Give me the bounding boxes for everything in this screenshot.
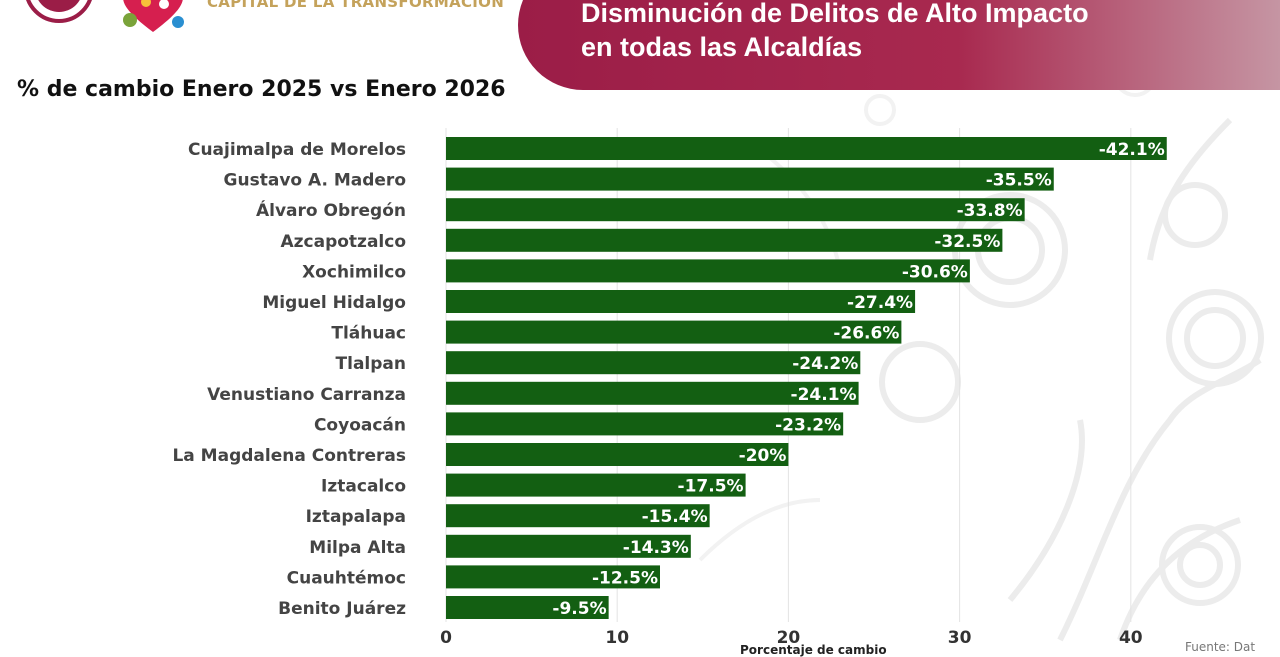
x-tick-label: 30 xyxy=(948,628,972,648)
bar xyxy=(446,137,1167,160)
source-note: Fuente: Dat xyxy=(1185,640,1256,654)
bar xyxy=(446,228,1003,252)
bar xyxy=(446,259,970,283)
category-label: Cuauhtémoc xyxy=(287,568,406,588)
category-label: Coyoacán xyxy=(314,415,406,435)
category-label: Benito Juárez xyxy=(278,599,406,619)
bar xyxy=(446,167,1054,191)
bar xyxy=(446,443,789,466)
bar xyxy=(446,412,844,436)
bar xyxy=(446,565,660,589)
bar-value-label: -24.1% xyxy=(791,385,857,405)
bar xyxy=(446,534,691,558)
bar-value-label: -32.5% xyxy=(934,232,1000,252)
bar-value-label: -30.6% xyxy=(902,262,968,282)
category-label: Xochimilco xyxy=(302,262,406,282)
banner-title-line-1: Disminución de Delitos de Alto Impacto xyxy=(581,0,1089,28)
bar xyxy=(446,596,609,619)
chart-title: % de cambio Enero 2025 vs Enero 2026 xyxy=(17,77,506,102)
government-seal-logo xyxy=(26,0,92,23)
category-labels: Cuajimalpa de Morelos Gustavo A. Madero Ál… xyxy=(172,140,406,619)
bar xyxy=(446,320,902,344)
category-label: Iztapalapa xyxy=(306,507,406,527)
bar-value-label: -23.2% xyxy=(775,415,841,435)
x-tick-label: 0 xyxy=(440,628,452,648)
category-label: Álvaro Obregón xyxy=(256,199,406,221)
value-labels: -42.1% -35.5% -33.8% -32.5% -30.6% -27.4% -26.… xyxy=(552,140,1164,619)
bar xyxy=(446,381,859,405)
logo-tagline: CAPITAL DE LA TRANSFORMACIÓN xyxy=(207,0,505,11)
bars xyxy=(446,137,1167,619)
category-label: Iztacalco xyxy=(321,477,406,497)
x-axis-ticks: 0 10 20 30 40 xyxy=(440,628,1143,648)
bar-value-label: -35.5% xyxy=(986,171,1052,191)
bar-value-label: -42.1% xyxy=(1099,140,1165,160)
bar-value-label: -15.4% xyxy=(642,507,708,527)
bar-value-label: -27.4% xyxy=(847,293,913,313)
category-label: Azcapotzalco xyxy=(280,232,406,252)
banner-title-line-2: en todas las Alcaldías xyxy=(581,32,863,62)
bar-value-label: -24.2% xyxy=(792,354,858,374)
bar-value-label: -26.6% xyxy=(833,324,899,344)
x-tick-label: 40 xyxy=(1119,628,1143,648)
floral-heart-logo xyxy=(123,0,184,32)
bar-value-label: -17.5% xyxy=(678,477,744,497)
bar xyxy=(446,198,1025,222)
bar-value-label: -9.5% xyxy=(552,599,606,619)
bar xyxy=(446,473,746,497)
category-label: Tlalpan xyxy=(336,354,406,374)
bar-value-label: -20% xyxy=(739,446,787,466)
x-tick-label: 10 xyxy=(605,628,629,648)
category-label: La Magdalena Contreras xyxy=(172,446,406,466)
category-label: Cuajimalpa de Morelos xyxy=(188,140,406,160)
category-label: Tláhuac xyxy=(331,324,406,344)
category-label: Milpa Alta xyxy=(309,538,406,558)
category-label: Gustavo A. Madero xyxy=(224,171,406,191)
bar-value-label: -33.8% xyxy=(957,201,1023,221)
x-axis-label: Porcentaje de cambio xyxy=(740,643,887,657)
bar-value-label: -14.3% xyxy=(623,538,689,558)
header-banner xyxy=(518,0,1280,90)
bar-value-label: -12.5% xyxy=(592,568,658,588)
x-tick-label: 20 xyxy=(777,628,801,648)
bar xyxy=(446,504,710,528)
bar xyxy=(446,351,861,375)
bar xyxy=(446,290,916,313)
category-label: Miguel Hidalgo xyxy=(262,293,406,313)
category-label: Venustiano Carranza xyxy=(207,385,406,405)
banner-title: Disminución de Delitos de Alto Impacto e… xyxy=(581,0,1221,64)
